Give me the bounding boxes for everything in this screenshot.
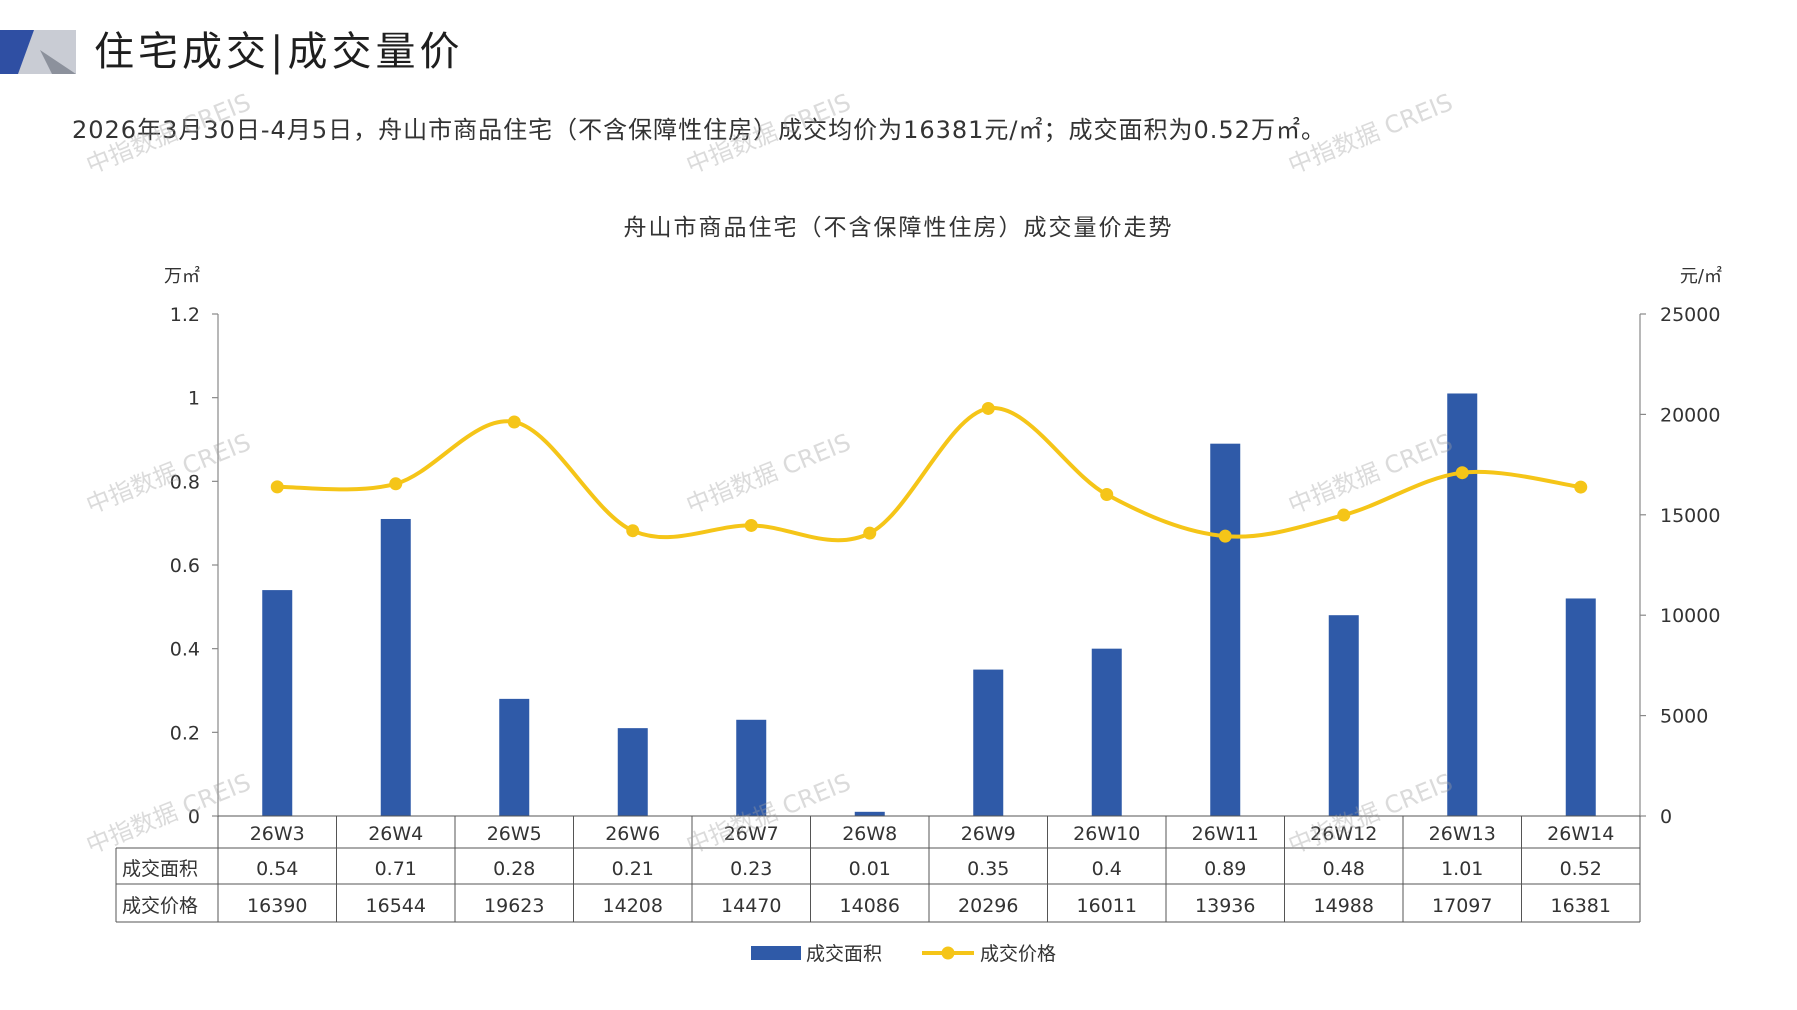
y-right-tick-label: 20000 bbox=[1660, 404, 1720, 426]
table-cell-area: 0.89 bbox=[1204, 858, 1246, 880]
category-label: 26W7 bbox=[724, 823, 779, 845]
table-cell-price: 20296 bbox=[958, 895, 1018, 917]
table-cell-area: 0.52 bbox=[1560, 858, 1602, 880]
price-point bbox=[626, 524, 640, 538]
price-point bbox=[389, 477, 403, 491]
bar bbox=[1091, 648, 1122, 816]
bar bbox=[499, 698, 530, 816]
price-point bbox=[863, 526, 877, 540]
table-cell-area: 1.01 bbox=[1441, 858, 1483, 880]
category-label: 26W10 bbox=[1073, 823, 1140, 845]
bar bbox=[854, 811, 885, 816]
category-label: 26W4 bbox=[368, 823, 423, 845]
bar bbox=[617, 728, 648, 816]
y-left-tick-label: 1.2 bbox=[170, 304, 200, 326]
y-left-tick-label: 0.6 bbox=[170, 555, 200, 577]
table-cell-price: 14988 bbox=[1314, 895, 1374, 917]
bar bbox=[380, 518, 411, 816]
price-point bbox=[1574, 480, 1588, 494]
table-cell-price: 14086 bbox=[840, 895, 900, 917]
category-label: 26W12 bbox=[1310, 823, 1377, 845]
table-cell-area: 0.54 bbox=[256, 858, 298, 880]
bar bbox=[1447, 393, 1478, 816]
table-cell-area: 0.48 bbox=[1323, 858, 1365, 880]
table-row-header: 成交面积 bbox=[122, 858, 198, 880]
table-cell-price: 16011 bbox=[1077, 895, 1137, 917]
price-line bbox=[277, 406, 1581, 543]
price-point bbox=[1100, 487, 1114, 501]
y-right-tick-label: 0 bbox=[1660, 806, 1672, 828]
category-label: 26W9 bbox=[961, 823, 1016, 845]
table-cell-price: 17097 bbox=[1432, 895, 1492, 917]
category-label: 26W11 bbox=[1192, 823, 1259, 845]
table-cell-area: 0.71 bbox=[375, 858, 417, 880]
table-cell-area: 0.23 bbox=[730, 858, 772, 880]
bar bbox=[736, 719, 767, 816]
legend-line-marker bbox=[941, 946, 955, 960]
bar bbox=[1328, 615, 1359, 816]
y-left-tick-label: 0.8 bbox=[170, 471, 200, 493]
price-point bbox=[270, 480, 284, 494]
price-point bbox=[1218, 529, 1232, 543]
table-cell-area: 0.35 bbox=[967, 858, 1009, 880]
table-cell-price: 19623 bbox=[484, 895, 544, 917]
table-cell-area: 0.01 bbox=[849, 858, 891, 880]
legend-bar-swatch bbox=[751, 946, 801, 960]
category-label: 26W6 bbox=[605, 823, 660, 845]
summary-text: 2026年3月30日-4月5日，舟山市商品住宅（不含保障性住房）成交均价为163… bbox=[72, 116, 1326, 144]
category-label: 26W14 bbox=[1547, 823, 1614, 845]
y-right-tick-label: 10000 bbox=[1660, 605, 1720, 627]
table-cell-area: 0.21 bbox=[612, 858, 654, 880]
bar bbox=[973, 669, 1004, 816]
y-right-unit: 元/㎡ bbox=[1680, 265, 1722, 287]
y-left-tick-label: 1 bbox=[188, 388, 200, 410]
table-cell-price: 14470 bbox=[721, 895, 781, 917]
y-left-tick-label: 0.2 bbox=[170, 722, 200, 744]
table-cell-price: 14208 bbox=[603, 895, 663, 917]
price-point bbox=[1337, 508, 1351, 522]
table-cell-price: 16544 bbox=[366, 895, 426, 917]
y-right-tick-label: 25000 bbox=[1660, 304, 1720, 326]
bar bbox=[1210, 443, 1241, 816]
table-row-header: 成交价格 bbox=[122, 895, 198, 917]
y-left-tick-label: 0.4 bbox=[170, 639, 200, 661]
brand-logo-icon bbox=[0, 30, 76, 74]
y-left-unit: 万㎡ bbox=[164, 265, 200, 287]
header: 住宅成交|成交量价 bbox=[0, 24, 1797, 84]
price-point bbox=[981, 401, 995, 415]
table-cell-price: 13936 bbox=[1195, 895, 1255, 917]
chart-title: 舟山市商品住宅（不含保障性住房）成交量价走势 bbox=[623, 215, 1174, 241]
logo-mid-shape bbox=[40, 50, 76, 74]
price-point bbox=[1455, 466, 1469, 480]
legend-label: 成交面积 bbox=[806, 943, 882, 965]
y-right-tick-label: 15000 bbox=[1660, 505, 1720, 527]
logo-light-shape bbox=[18, 30, 76, 74]
category-label: 26W8 bbox=[842, 823, 897, 845]
bar bbox=[262, 590, 293, 816]
page-title: 住宅成交|成交量价 bbox=[94, 29, 464, 75]
table-cell-price: 16381 bbox=[1551, 895, 1611, 917]
y-left-tick-label: 0 bbox=[188, 806, 200, 828]
category-label: 26W5 bbox=[487, 823, 542, 845]
bar bbox=[1565, 598, 1596, 816]
table-cell-area: 0.4 bbox=[1092, 858, 1122, 880]
y-right-tick-label: 5000 bbox=[1660, 706, 1708, 728]
price-point bbox=[744, 518, 758, 532]
category-label: 26W3 bbox=[250, 823, 305, 845]
legend-label: 成交价格 bbox=[980, 943, 1056, 965]
table-cell-price: 16390 bbox=[247, 895, 307, 917]
category-label: 26W13 bbox=[1429, 823, 1496, 845]
table-cell-area: 0.28 bbox=[493, 858, 535, 880]
price-point bbox=[507, 415, 521, 429]
